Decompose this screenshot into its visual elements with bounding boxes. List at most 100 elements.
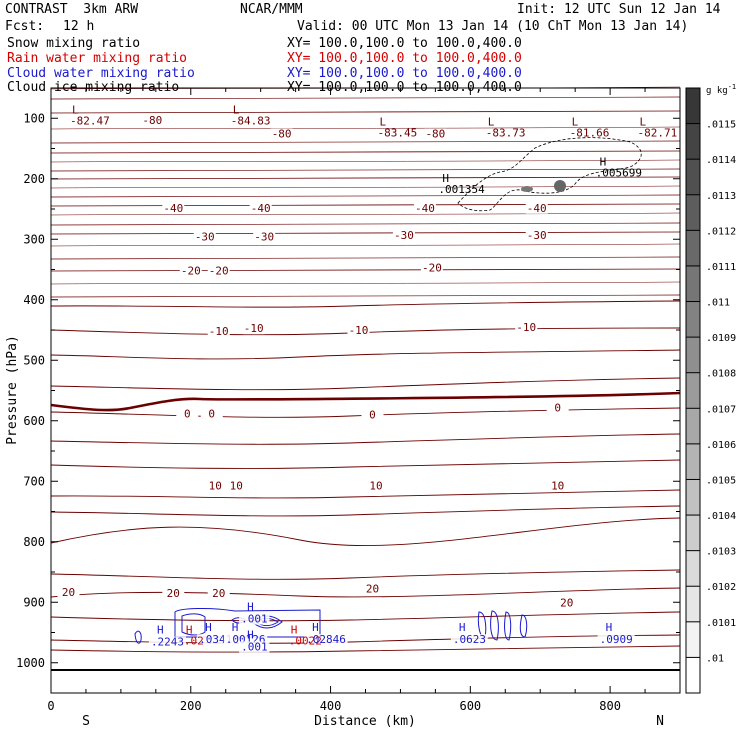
cloud-max-value: .001 <box>241 613 268 626</box>
snow-max-value: .001354 <box>438 183 485 196</box>
y-tick-label: 900 <box>23 595 45 609</box>
isotherm-label: -20 <box>209 265 229 278</box>
isotherm-line <box>50 159 681 163</box>
rain-max-value: .0022 <box>289 635 322 648</box>
contour-label-bg <box>204 480 227 492</box>
contour-label-bg <box>179 265 202 277</box>
contour-label-bg <box>249 202 272 214</box>
label-bg <box>450 634 488 646</box>
valid-label: Valid: 00 UTC Mon 13 Jan 14 (10 ChT Mon … <box>297 19 689 34</box>
cloud-max-value: .02846 <box>306 633 346 646</box>
cloud-max-marker: H <box>606 621 613 634</box>
contour-label-bg <box>270 128 293 140</box>
colorbar-tick-label: .0112 <box>706 226 736 237</box>
colorbar-tick-label: .0111 <box>706 262 736 273</box>
low-marker: L <box>233 103 240 116</box>
contour-label-bg <box>413 202 436 214</box>
x-end-label-north: N <box>656 714 664 729</box>
isotherm-label: -20 <box>181 265 201 278</box>
isotherm-line <box>50 505 681 517</box>
rain-field-xy: XY= 100.0,100.0 to 100.0,400.0 <box>287 51 522 66</box>
cloud-water-contour <box>490 610 499 641</box>
contour-label-bg <box>546 402 569 414</box>
isotherm-label: 20 <box>560 596 573 609</box>
isotherm-line <box>50 203 681 207</box>
cloud-max-marker: H <box>312 621 319 634</box>
colorbar-unit: g kg-1 <box>706 83 736 96</box>
x-axis-label: Distance (km) <box>314 714 416 729</box>
y-tick-label: 200 <box>23 172 45 186</box>
isotherm-label: -40 <box>527 202 547 215</box>
rain-max-value: .02 <box>184 635 204 648</box>
x-tick-label: 600 <box>459 699 481 713</box>
isotherm-line <box>50 194 681 198</box>
contour-label-bg <box>141 115 164 127</box>
isotherm-line <box>50 222 681 226</box>
colorbar-cell <box>686 550 700 587</box>
y-tick-label: 800 <box>23 535 45 549</box>
fcst-value: 12 h <box>63 19 95 34</box>
isotherm-label: -30 <box>254 230 274 243</box>
colorbar-cell <box>686 515 700 551</box>
colorbar-tick-label: .01 <box>706 653 724 664</box>
colorbar-tick-label: .0105 <box>706 475 736 486</box>
contour-label-bg <box>555 597 578 609</box>
isotherm-line <box>50 517 681 547</box>
colorbar-tick-label: .0107 <box>706 404 736 415</box>
contour-label-bg <box>525 230 548 242</box>
snow-max-marker: H <box>600 155 607 168</box>
contour-label-bg <box>253 231 276 243</box>
cloud-max-value: .0623 <box>453 633 486 646</box>
cloud-max-value: .2243 <box>151 636 184 649</box>
isotherm-label: 10 <box>551 480 564 493</box>
contour-label-bg <box>347 325 370 337</box>
isotherm-line <box>50 231 681 235</box>
snow-field-label: Snow mixing ratio <box>7 36 141 51</box>
contour-label-bg <box>361 409 384 421</box>
rain-field-label: Rain water mixing ratio <box>7 51 188 66</box>
contour-label-bg <box>546 480 569 492</box>
isotherm-line <box>50 587 681 598</box>
cloud-max-marker: H <box>247 628 254 641</box>
isotherm-label: 20 <box>212 587 225 600</box>
isotherm-label: 20 <box>366 582 379 595</box>
isotherm-label: -10 <box>244 322 264 335</box>
isotherm-label: 10 <box>369 480 382 493</box>
isotherm-line <box>50 110 681 114</box>
low-marker: L <box>72 103 79 116</box>
snow-max-marker: H <box>442 172 449 185</box>
isotherm-line <box>50 281 681 285</box>
isotherm-label: -30 <box>527 229 547 242</box>
colorbar-tick-label: .0109 <box>706 333 736 344</box>
isotherm-line <box>50 569 681 580</box>
center-label: NCAR/MMM <box>240 2 303 17</box>
isotherm-label: -30 <box>195 230 215 243</box>
isotherm-line <box>50 140 681 144</box>
y-axis-label: Pressure (hPa) <box>5 335 20 445</box>
y-tick-label: 600 <box>23 414 45 428</box>
label-bg <box>239 641 270 653</box>
isotherm-line <box>50 349 681 360</box>
y-tick-label: 400 <box>23 293 45 307</box>
low-value: -81.66 <box>570 127 610 140</box>
snow-shading <box>521 186 533 192</box>
cloud-max-marker: H <box>232 621 239 634</box>
isotherm-label: -40 <box>251 202 271 215</box>
isotherm-label: 20 <box>167 587 180 600</box>
colorbar-tick-label: .0103 <box>706 547 736 558</box>
isotherm-line <box>50 243 681 247</box>
snow-shading <box>554 180 566 192</box>
freezing-level-line <box>50 391 681 412</box>
low-marker: L <box>379 116 386 129</box>
rain-max-marker: H <box>186 624 193 637</box>
init-label: Init: 12 UTC Sun 12 Jan 14 <box>517 2 721 17</box>
isotherm-label: -30 <box>394 229 414 242</box>
isotherm-label: -80 <box>272 127 292 140</box>
contour-label-bg <box>392 230 415 242</box>
contour-label-bg <box>207 588 230 600</box>
y-tick-label: 500 <box>23 353 45 367</box>
contour-label-bg <box>361 583 384 595</box>
contour-label-bg <box>176 408 199 420</box>
y-tick-label: 300 <box>23 232 45 246</box>
colorbar-tick-label: .0113 <box>706 191 736 202</box>
